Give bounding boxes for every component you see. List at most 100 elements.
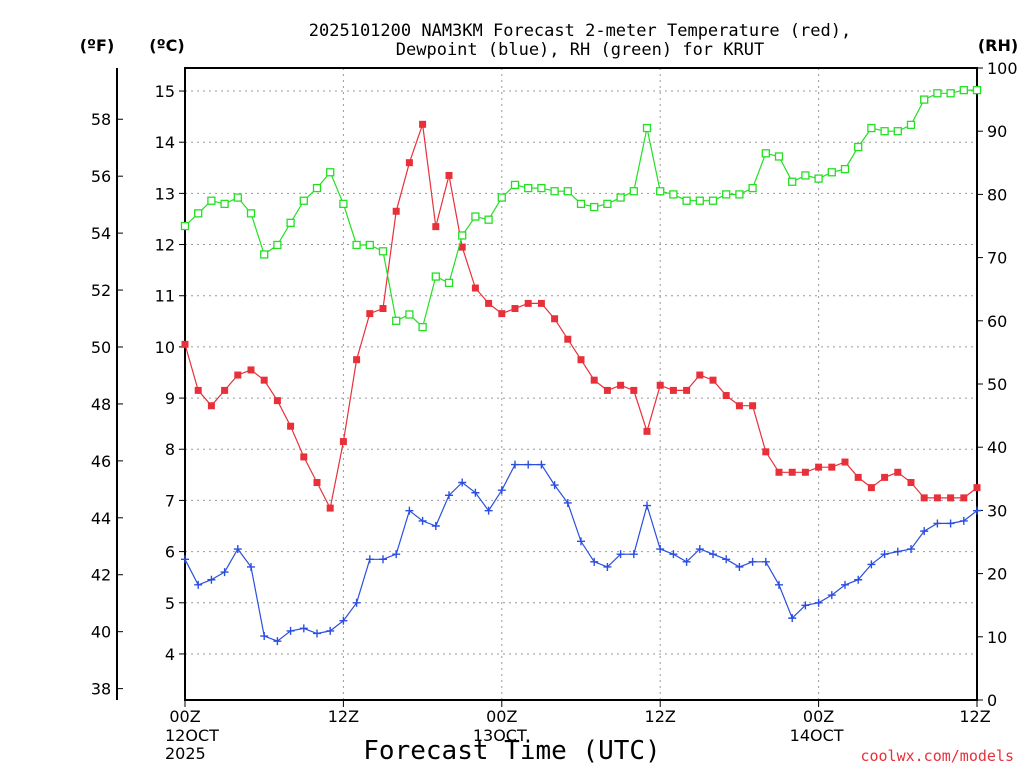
temperature-point	[194, 386, 202, 394]
celsius-tick-label: 9	[165, 389, 175, 408]
dewpoint-point	[959, 516, 968, 525]
fahrenheit-tick-label: 46	[91, 452, 111, 471]
dewpoint-point	[788, 614, 797, 623]
temperature-point	[828, 463, 836, 471]
fahrenheit-tick-label: 40	[91, 623, 111, 642]
x-date-label: 13OCT	[473, 726, 527, 745]
temperature-point	[234, 371, 242, 379]
dewpoint-point	[207, 575, 216, 584]
rh-point	[458, 231, 467, 240]
celsius-unit-label: (ºC)	[149, 36, 184, 55]
rh-point	[748, 183, 757, 193]
rh-point	[669, 190, 678, 199]
dewpoint-point	[458, 478, 467, 487]
dewpoint-point	[313, 629, 321, 638]
temperature-point	[353, 356, 361, 364]
dewpoint-point	[299, 624, 308, 633]
dewpoint-point	[286, 626, 295, 635]
temperature-point	[537, 299, 545, 307]
rh-point	[246, 209, 256, 218]
temperature-point	[247, 366, 255, 374]
dewpoint-point	[616, 550, 625, 559]
x-tick-label: 12Z	[959, 707, 990, 726]
dewpoint-point	[524, 460, 533, 469]
dewpoint-point	[194, 580, 203, 589]
temperature-point	[551, 315, 559, 323]
rh-point	[840, 164, 850, 174]
rh-tick-label: 80	[987, 185, 1007, 204]
temperature-point	[287, 422, 295, 430]
rh-point	[893, 127, 902, 136]
temperature-point	[669, 386, 677, 394]
rh-tick-label: 40	[987, 438, 1007, 457]
dewpoint-point	[431, 522, 440, 531]
rh-point	[194, 209, 203, 218]
dewpoint-point	[550, 481, 559, 490]
dewpoint-point	[563, 498, 572, 507]
rh-point	[906, 120, 916, 130]
temperature-point	[973, 484, 981, 492]
dewpoint-point	[669, 550, 678, 559]
rh-tick-label: 50	[987, 375, 1007, 394]
x-axis-title: Forecast Time (UTC)	[363, 736, 660, 766]
dewpoint-point	[220, 568, 229, 577]
dewpoint-point	[405, 506, 414, 515]
rh-point	[629, 187, 638, 196]
dewpoint-point	[748, 557, 757, 566]
dewpoint-point	[445, 491, 453, 500]
dewpoint-point	[484, 506, 493, 515]
rh-point	[431, 272, 440, 281]
x-tick-label: 00Z	[486, 707, 517, 726]
temperature-point	[867, 484, 875, 492]
rh-point	[867, 123, 876, 133]
temperature-point	[379, 305, 387, 313]
celsius-tick-label: 4	[165, 645, 175, 664]
series-line	[184, 124, 978, 510]
rh-point	[392, 316, 401, 325]
dewpoint-point	[273, 637, 282, 646]
dewpoint-point	[761, 557, 770, 566]
rh-point	[854, 142, 863, 152]
plot-frame	[184, 67, 978, 701]
x-tick-label: 12Z	[645, 707, 676, 726]
rh-tick-label: 20	[987, 565, 1007, 584]
fahrenheit-tick-label: 42	[91, 566, 111, 585]
rh-point	[537, 183, 546, 193]
dewpoint-point	[735, 562, 744, 571]
fahrenheit-tick-label: 56	[91, 167, 111, 186]
rh-tick-label: 100	[987, 59, 1018, 78]
dewpoint-point	[656, 545, 665, 554]
dewpoint-point	[352, 598, 361, 607]
celsius-tick-label: 13	[155, 184, 175, 203]
celsius-tick-label: 12	[155, 236, 175, 255]
x-tick-label: 12Z	[328, 707, 359, 726]
temperature-point	[854, 473, 862, 481]
temperature-point	[419, 120, 427, 128]
rh-point	[788, 177, 797, 186]
dewpoint-point	[471, 488, 480, 497]
temperature-point	[471, 284, 479, 292]
dewpoint-point	[827, 591, 836, 600]
rh-point	[405, 310, 414, 319]
dewpoint-point	[933, 519, 942, 528]
dewpoint-point	[907, 545, 915, 554]
rh-point	[497, 193, 506, 202]
temperature-point	[617, 381, 625, 389]
axis-ticks: 4567891011121314153840424446485052545658…	[91, 59, 1018, 763]
temperature-point	[894, 468, 902, 476]
dewpoint-point	[973, 506, 981, 515]
rh-tick-label: 90	[987, 122, 1007, 141]
dewpoint-point	[181, 555, 189, 564]
fahrenheit-unit-label: (ºF)	[80, 36, 115, 55]
dewpoint-point	[326, 626, 335, 635]
temperature-point	[577, 356, 585, 364]
temperature-point	[762, 448, 770, 456]
dewpoint-point	[233, 545, 242, 554]
x-date-label: 14OCT	[790, 726, 844, 745]
temperature-point	[735, 402, 743, 410]
dewpoint-point	[392, 550, 401, 559]
temperature-point	[933, 494, 941, 502]
rh-point	[484, 215, 493, 224]
celsius-tick-label: 11	[155, 287, 175, 306]
